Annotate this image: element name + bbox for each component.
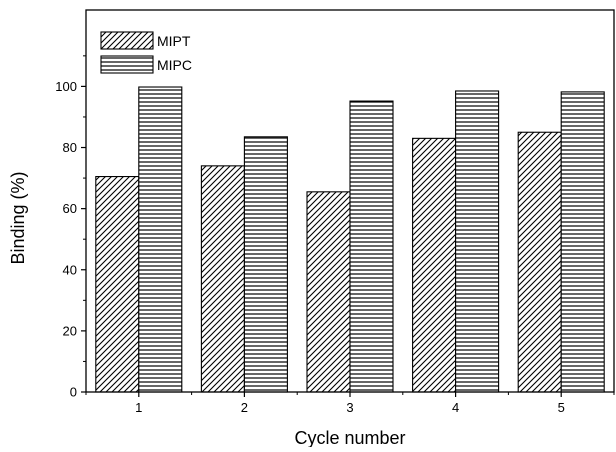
y-tick-label: 60: [63, 201, 77, 216]
x-tick-label: 4: [452, 400, 459, 415]
bar-mipt-5: [517, 131, 562, 393]
x-tick-label: 3: [346, 400, 353, 415]
y-axis-title: Binding (%): [8, 171, 28, 264]
legend-swatch-mipc: [100, 55, 154, 74]
bar-mipt-2: [200, 165, 245, 393]
y-tick-label: 40: [63, 262, 77, 277]
bar-mipc-2: [243, 136, 288, 393]
y-tick-label: 20: [63, 323, 77, 338]
bars: [95, 86, 605, 393]
y-axis: 0 20 40 60 80 100: [55, 55, 86, 400]
bar-mipt-4: [412, 137, 457, 393]
bar-mipc-3: [349, 100, 394, 393]
y-tick-label: 100: [55, 79, 77, 94]
legend: MIPT MIPC: [100, 31, 192, 74]
bar-mipt-1: [95, 176, 140, 393]
x-tick-label: 5: [558, 400, 565, 415]
x-tick-label: 1: [135, 400, 142, 415]
bar-mipc-4: [455, 90, 500, 393]
x-axis: 1 2 3 4 5: [85, 392, 615, 415]
y-tick-label: 0: [70, 385, 77, 400]
bar-mipt-3: [306, 191, 351, 393]
bar-mipc-5: [560, 91, 605, 393]
bar-mipc-1: [138, 86, 183, 393]
legend-swatch-mipt: [100, 31, 154, 50]
x-axis-title: Cycle number: [294, 428, 405, 447]
legend-label-mipc: MIPC: [157, 57, 192, 73]
y-tick-label: 80: [63, 140, 77, 155]
x-tick-label: 2: [241, 400, 248, 415]
legend-label-mipt: MIPT: [157, 33, 191, 49]
